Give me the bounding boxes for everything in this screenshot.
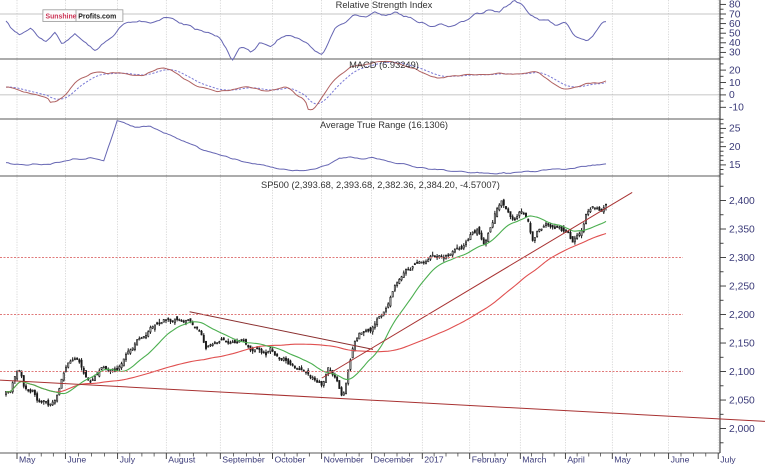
svg-text:2,100: 2,100	[729, 367, 755, 378]
svg-text:2,350: 2,350	[729, 224, 755, 235]
svg-text:2,200: 2,200	[729, 310, 755, 321]
svg-text:Sunshine: Sunshine	[46, 13, 77, 20]
svg-text:August: August	[168, 455, 196, 465]
svg-text:July: July	[720, 455, 736, 465]
svg-text:30: 30	[729, 48, 741, 59]
svg-text:June: June	[671, 455, 690, 465]
svg-text:0: 0	[729, 90, 735, 101]
svg-text:June: June	[67, 455, 86, 465]
svg-text:10: 10	[729, 78, 741, 89]
svg-text:May: May	[19, 455, 36, 465]
svg-text:2,300: 2,300	[729, 253, 755, 264]
svg-text:15: 15	[729, 160, 741, 171]
svg-text:December: December	[374, 455, 414, 465]
svg-text:2,400: 2,400	[729, 196, 755, 207]
svg-text:September: September	[222, 455, 265, 465]
svg-text:Average True Range (16.1306): Average True Range (16.1306)	[320, 120, 448, 130]
svg-text:20: 20	[729, 142, 741, 153]
svg-text:July: July	[120, 455, 136, 465]
svg-text:2,150: 2,150	[729, 338, 755, 349]
svg-text:20: 20	[729, 65, 741, 76]
svg-text:May: May	[614, 455, 631, 465]
svg-text:Relative Strength Index: Relative Strength Index	[336, 0, 433, 10]
svg-text:-10: -10	[729, 103, 744, 114]
svg-text:Profits.com: Profits.com	[78, 13, 116, 20]
svg-text:November: November	[324, 455, 364, 465]
svg-text:SP500 (2,393.68, 2,393.68, 2,3: SP500 (2,393.68, 2,393.68, 2,382.36, 2,3…	[261, 180, 500, 190]
svg-text:February: February	[472, 455, 507, 465]
svg-text:2,250: 2,250	[729, 281, 755, 292]
svg-text:October: October	[275, 455, 306, 465]
svg-text:April: April	[567, 455, 584, 465]
svg-text:MACD (6.93249): MACD (6.93249)	[349, 60, 419, 70]
svg-text:2,000: 2,000	[729, 424, 755, 435]
svg-text:2,050: 2,050	[729, 395, 755, 406]
svg-text:25: 25	[729, 124, 741, 135]
